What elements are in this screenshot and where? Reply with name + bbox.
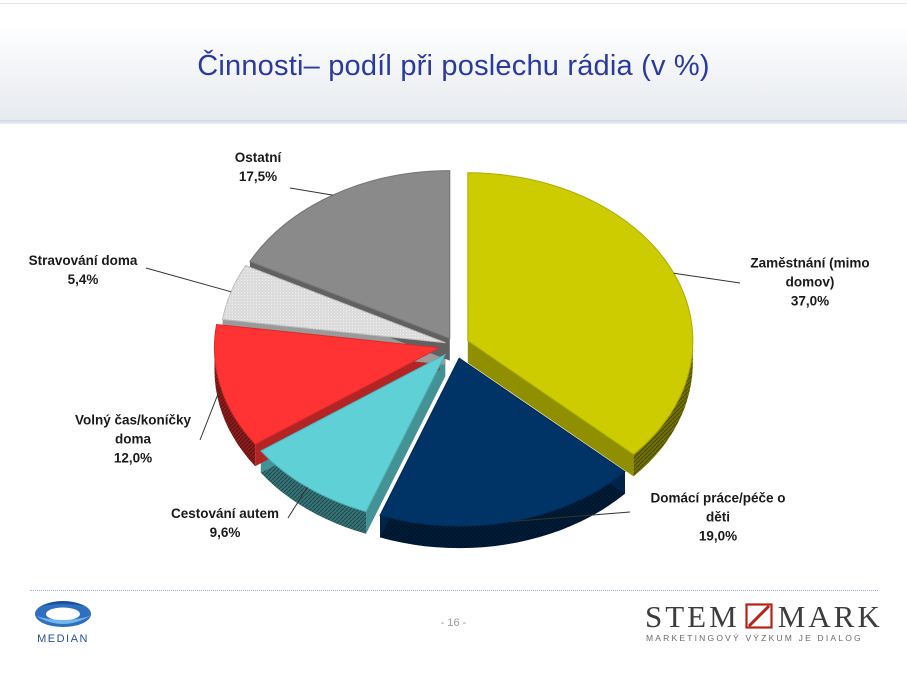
slice-value-label-3: 9,6% <box>210 525 241 540</box>
median-brand-name: MEDIAN <box>37 633 89 645</box>
leader-line-6 <box>289 187 333 196</box>
slice-3 <box>260 353 447 513</box>
slide-title: Činnosti– podíl při poslechu rádia (v %) <box>197 50 710 82</box>
slice-edge-3-1 <box>366 354 446 534</box>
slice-name-label-4: doma <box>115 432 151 447</box>
slice-name-label-2: děti <box>706 510 730 525</box>
stem-brand-part2: MARK <box>777 599 883 634</box>
slice-name-label-5: Stravování doma <box>29 253 138 268</box>
pie-slices <box>213 170 694 527</box>
pie-chart: Zaměstnání (mimo domov) 37,0% Domácí práce/… <box>29 150 870 549</box>
slice-name-label-3: Cestování autem <box>171 506 279 521</box>
slice-value-label-1: 37,0% <box>791 294 829 309</box>
slice-name-label-6: Ostatní <box>235 150 283 165</box>
title-divider <box>0 120 907 124</box>
leader-line-2 <box>511 511 631 522</box>
title-band <box>0 0 907 124</box>
slice-value-label-2: 19,0% <box>699 529 737 544</box>
stem-mark-symbol-icon <box>745 601 773 629</box>
footer-divider <box>30 590 878 591</box>
slice-name-label-1: domov) <box>786 275 835 290</box>
slice-4 <box>213 323 442 445</box>
median-logo-icon <box>35 601 91 627</box>
slice-value-label-4: 12,0% <box>114 451 152 466</box>
slice-value-label-6: 17,5% <box>239 169 277 184</box>
stem-brand-part1: STEM <box>645 599 740 634</box>
slice-side-texture-1 <box>633 344 693 477</box>
slice-side-texture-2 <box>380 471 625 549</box>
leader-line-4 <box>199 386 222 441</box>
leader-line-5 <box>145 267 232 293</box>
slice-side-texture-3 <box>260 450 366 534</box>
leader-lines <box>145 187 741 522</box>
slice-2 <box>379 357 626 527</box>
slice-texture-5 <box>222 265 446 343</box>
leader-line-1 <box>673 272 741 284</box>
slice-edge-1-2 <box>467 340 634 477</box>
stem-tagline: MARKETINGOVÝ VÝZKUM JE DIALOG <box>646 633 863 643</box>
slice-name-label-2: Domácí práce/péče o <box>650 491 785 506</box>
top-rule <box>0 3 907 4</box>
slice-name-label-4: Volný čas/koníčky <box>75 413 192 428</box>
slice-value-label-5: 5,4% <box>68 272 99 287</box>
page-number: - 16 - <box>440 617 467 629</box>
slice-labels: Zaměstnání (mimo domov) 37,0% Domácí práce/… <box>29 150 870 544</box>
leader-line-3 <box>287 486 308 519</box>
stem-mark-logo: STEM MARK <box>645 599 883 635</box>
slice-name-label-1: Zaměstnání (mimo <box>750 256 869 271</box>
slice-side-texture-4 <box>214 349 256 467</box>
